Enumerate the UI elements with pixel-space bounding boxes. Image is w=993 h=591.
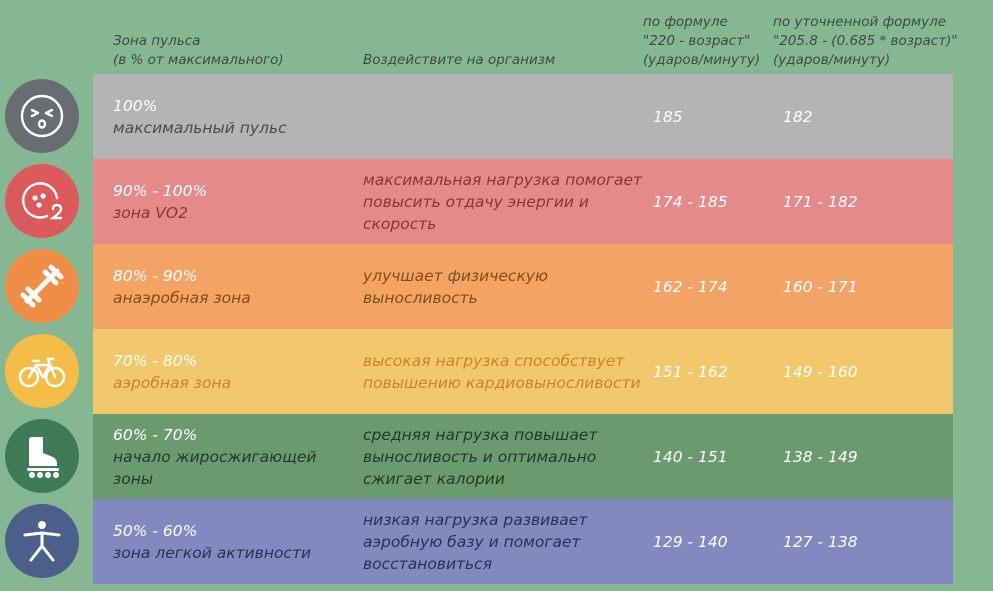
zone-percent: 100% bbox=[113, 96, 158, 115]
zone-cell: 90% - 100% зона VO2 bbox=[113, 159, 353, 244]
formula1-value: 162 - 174 bbox=[653, 277, 728, 296]
zone-cell: 60% - 70% начало жиросжигающей зоны bbox=[113, 414, 353, 499]
zone-row: 60% - 70% начало жиросжигающей зоны средня… bbox=[93, 414, 953, 499]
zone-name: зона VO2 bbox=[113, 203, 188, 222]
zone-effect-cell: улучшает физическую выносливость bbox=[363, 244, 643, 329]
header-formula-1: по формуле "220 - возраст" (ударов/минут… bbox=[643, 14, 761, 68]
zone-row: 100% максимальный пульс 185 182 bbox=[93, 74, 953, 159]
zone-cell: 70% - 80% аэробная зона bbox=[113, 329, 353, 414]
zone-row: 70% - 80% аэробная зона высокая нагрузка с… bbox=[93, 329, 953, 414]
zone-effect: улучшает физическую выносливость bbox=[363, 266, 549, 307]
formula1-value: 151 - 162 bbox=[653, 362, 728, 381]
zone-row: 50% - 60% зона легкой активности низкая на… bbox=[93, 499, 953, 584]
zone-percent: 80% - 90% bbox=[113, 266, 198, 285]
zone-effect: средняя нагрузка повышает выносливость и… bbox=[363, 425, 598, 488]
formula1-value: 140 - 151 bbox=[653, 447, 728, 466]
formula1-value: 174 - 185 bbox=[653, 192, 728, 211]
o2-icon bbox=[5, 164, 79, 238]
zone-row: 80% - 90% анаэробная зона улучшает физичес… bbox=[93, 244, 953, 329]
bicycle-icon bbox=[5, 334, 79, 408]
header-zone: Зона пульса (в % от максимального) bbox=[113, 33, 284, 68]
zone-effect-cell: максимальная нагрузка помогает повысить … bbox=[363, 159, 643, 244]
formula2-value: 127 - 138 bbox=[783, 532, 858, 551]
zone-effect-cell: средняя нагрузка повышает выносливость и… bbox=[363, 414, 643, 499]
stretch-icon bbox=[5, 504, 79, 578]
zone-percent: 70% - 80% bbox=[113, 351, 198, 370]
zone-name: максимальный пульс bbox=[113, 118, 287, 137]
zone-cell: 80% - 90% анаэробная зона bbox=[113, 244, 353, 329]
skate-icon bbox=[5, 419, 79, 493]
formula2-value: 182 bbox=[783, 107, 813, 126]
zone-effect: максимальная нагрузка помогает повысить … bbox=[363, 170, 643, 233]
zone-cell: 100% максимальный пульс bbox=[113, 74, 353, 159]
zone-cell: 50% - 60% зона легкой активности bbox=[113, 499, 353, 584]
zone-effect-cell: низкая нагрузка развивает аэробную базу … bbox=[363, 499, 643, 584]
dumbbell-icon bbox=[5, 249, 79, 323]
formula2-value: 160 - 171 bbox=[783, 277, 858, 296]
zone-percent: 60% - 70% bbox=[113, 425, 198, 444]
header-effect: Воздействите на организм bbox=[363, 52, 556, 68]
formula2-value: 138 - 149 bbox=[783, 447, 858, 466]
zone-percent: 50% - 60% bbox=[113, 521, 198, 540]
formula1-value: 129 - 140 bbox=[653, 532, 728, 551]
face-icon bbox=[5, 79, 79, 153]
zone-name: аэробная зона bbox=[113, 373, 232, 392]
formula1-value: 185 bbox=[653, 107, 683, 126]
zone-name: анаэробная зона bbox=[113, 288, 251, 307]
zone-effect-cell: высокая нагрузка способствует повышению … bbox=[363, 329, 643, 414]
zone-row: 90% - 100% зона VO2 максимальная нагрузка … bbox=[93, 159, 953, 244]
zone-name: зона легкой активности bbox=[113, 543, 312, 562]
formula2-value: 149 - 160 bbox=[783, 362, 858, 381]
header-formula-2: по уточненной формуле "205.8 - (0.685 * … bbox=[773, 14, 958, 68]
zone-percent: 90% - 100% bbox=[113, 181, 208, 200]
zone-effect: низкая нагрузка развивает аэробную базу … bbox=[363, 510, 588, 573]
zone-effect: высокая нагрузка способствует повышению … bbox=[363, 351, 641, 392]
zone-name: начало жиросжигающей зоны bbox=[113, 447, 317, 488]
formula2-value: 171 - 182 bbox=[783, 192, 858, 211]
zone-effect-cell bbox=[363, 74, 643, 159]
zones-table: 100% максимальный пульс 185 182 90% - 100% зо… bbox=[93, 74, 953, 584]
